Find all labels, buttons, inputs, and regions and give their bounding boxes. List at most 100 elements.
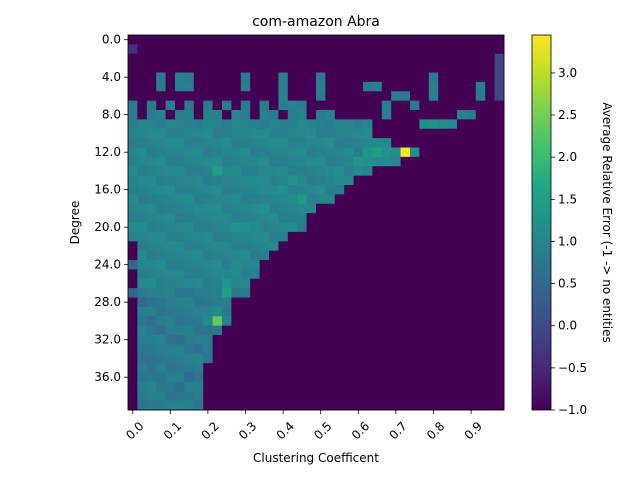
heatmap-cell: [287, 297, 298, 308]
heatmap-cell: [325, 175, 336, 186]
heatmap-cell: [128, 381, 138, 392]
heatmap-cell: [259, 63, 270, 73]
heatmap-cell: [344, 231, 354, 242]
heatmap-cell: [222, 288, 232, 298]
heatmap-cell: [485, 325, 495, 336]
heatmap-cell: [175, 156, 185, 167]
heatmap-cell: [269, 231, 279, 242]
heatmap-cell: [250, 400, 260, 411]
heatmap-cell: [128, 72, 138, 83]
heatmap-cell: [419, 222, 430, 233]
heatmap-cell: [438, 156, 448, 167]
heatmap-cell: [297, 156, 307, 167]
heatmap-cell: [428, 166, 439, 176]
heatmap-cell: [212, 185, 223, 195]
heatmap-cell: [240, 175, 251, 186]
heatmap-cell: [156, 381, 166, 392]
heatmap-cell: [325, 306, 336, 317]
heatmap-cell: [212, 335, 223, 345]
heatmap-cell: [485, 175, 495, 186]
heatmap-cell: [447, 138, 458, 148]
heatmap-cell: [137, 344, 148, 355]
heatmap-cell: [287, 372, 298, 383]
heatmap-cell: [400, 381, 411, 392]
heatmap-cell: [165, 175, 176, 186]
heatmap-cell: [400, 100, 411, 111]
heatmap-cell: [165, 166, 176, 176]
heatmap-cell: [466, 72, 477, 83]
heatmap-cell: [231, 175, 242, 186]
heatmap-cell: [175, 278, 185, 289]
heatmap-cell: [475, 269, 486, 280]
heatmap-cell: [344, 363, 354, 373]
heatmap-cell: [156, 194, 166, 205]
heatmap-cell: [438, 278, 448, 289]
heatmap-cell: [184, 81, 195, 92]
heatmap-cell: [165, 156, 176, 167]
heatmap-cell: [297, 222, 307, 233]
heatmap-cell: [410, 353, 420, 364]
heatmap-cell: [334, 250, 345, 261]
heatmap-cell: [269, 128, 279, 139]
heatmap-cell: [381, 100, 392, 111]
heatmap-cell: [447, 110, 458, 120]
heatmap-cell: [485, 391, 495, 401]
heatmap-cell: [334, 194, 345, 205]
heatmap-cell: [287, 222, 298, 233]
heatmap-cell: [316, 363, 326, 373]
heatmap-cell: [240, 288, 251, 298]
heatmap-cell: [287, 391, 298, 401]
heatmap-cell: [184, 344, 195, 355]
heatmap-cell: [344, 35, 354, 45]
heatmap-cell: [353, 110, 364, 120]
heatmap-cell: [222, 391, 232, 401]
heatmap-cell: [410, 250, 420, 261]
heatmap-cell: [438, 381, 448, 392]
heatmap-cell: [475, 353, 486, 364]
heatmap-cell: [391, 119, 401, 130]
heatmap-cell: [165, 316, 176, 326]
heatmap-cell: [128, 335, 138, 345]
heatmap-cell: [203, 344, 213, 355]
heatmap-cell: [410, 63, 420, 73]
heatmap-cell: [316, 288, 326, 298]
heatmap-cell: [128, 372, 138, 383]
heatmap-cell: [400, 203, 411, 214]
heatmap-cell: [419, 278, 430, 289]
heatmap-cell: [316, 147, 326, 158]
heatmap-cell: [193, 306, 204, 317]
heatmap-cell: [212, 241, 223, 251]
heatmap-cell: [128, 297, 138, 308]
heatmap-cell: [316, 100, 326, 111]
heatmap-cell: [485, 194, 495, 205]
heatmap-cell: [222, 91, 232, 101]
heatmap-cell: [400, 185, 411, 195]
heatmap-cell: [428, 297, 439, 308]
heatmap-cell: [193, 222, 204, 233]
heatmap-cell: [325, 260, 336, 270]
heatmap-cell: [381, 231, 392, 242]
heatmap-cell: [146, 72, 157, 83]
heatmap-cell: [494, 81, 505, 92]
heatmap-cell: [494, 269, 505, 280]
heatmap-cell: [475, 35, 486, 45]
heatmap-cell: [203, 381, 213, 392]
heatmap-cell: [447, 316, 458, 326]
heatmap-cell: [306, 185, 317, 195]
heatmap-cell: [231, 288, 242, 298]
heatmap-cell: [137, 53, 148, 64]
heatmap-cell: [410, 185, 420, 195]
heatmap-cell: [466, 138, 477, 148]
heatmap-cell: [485, 128, 495, 139]
heatmap-cell: [391, 363, 401, 373]
heatmap-cell: [259, 156, 270, 167]
heatmap-cell: [381, 128, 392, 139]
heatmap-cell: [269, 353, 279, 364]
heatmap-cell: [475, 175, 486, 186]
heatmap-cell: [494, 128, 505, 139]
heatmap-cell: [334, 391, 345, 401]
heatmap-cell: [222, 147, 232, 158]
heatmap-cell: [193, 288, 204, 298]
heatmap-cell: [466, 297, 477, 308]
heatmap-cell: [297, 185, 307, 195]
